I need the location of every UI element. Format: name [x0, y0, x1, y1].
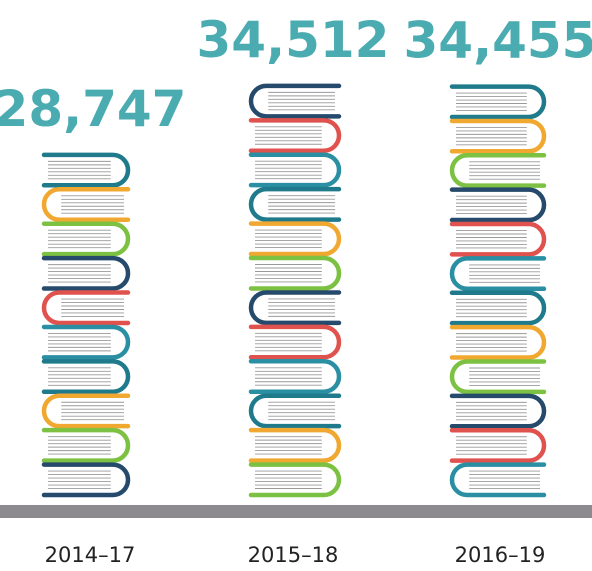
- value-label: 28,747: [0, 80, 186, 138]
- book-cover: [449, 290, 547, 326]
- book-stack: [41, 152, 131, 498]
- book: [41, 152, 131, 188]
- x-tick-label: 2015–18: [248, 543, 339, 567]
- book-cover: [248, 186, 342, 222]
- book-cover: [248, 221, 342, 257]
- book: [41, 221, 131, 257]
- book: [41, 462, 131, 498]
- book-cover: [248, 359, 342, 394]
- book-cover: [41, 290, 131, 326]
- book: [41, 187, 131, 222]
- book: [449, 324, 547, 360]
- book-cover: [449, 359, 547, 395]
- book-cover: [449, 187, 547, 223]
- book-stack: [248, 83, 342, 498]
- book: [41, 393, 131, 429]
- book: [449, 221, 547, 257]
- book: [449, 359, 547, 395]
- book-cover: [41, 427, 131, 463]
- book: [449, 187, 547, 223]
- book-cover: [449, 324, 547, 360]
- book: [248, 290, 342, 326]
- book: [248, 186, 342, 222]
- x-tick-label: 2016–19: [455, 543, 546, 567]
- book-cover: [41, 393, 131, 429]
- book: [248, 221, 342, 257]
- book-cover: [41, 462, 131, 498]
- book-cover: [41, 152, 131, 188]
- x-tick-label: 2014–17: [45, 543, 136, 567]
- book-cover: [449, 256, 547, 292]
- baseline: [0, 505, 592, 518]
- book: [248, 359, 342, 394]
- book-stack: [449, 84, 547, 498]
- book: [41, 359, 131, 395]
- book-cover: [449, 221, 547, 257]
- book-cover: [449, 84, 547, 120]
- book-cover: [41, 187, 131, 222]
- book: [248, 462, 342, 498]
- book-cover: [449, 153, 547, 188]
- book: [248, 393, 342, 429]
- book: [248, 255, 342, 291]
- book-cover: [248, 118, 342, 153]
- book-cover: [449, 462, 547, 498]
- book: [41, 255, 131, 291]
- book-cover: [248, 324, 342, 360]
- book: [248, 427, 342, 463]
- book-cover: [248, 427, 342, 463]
- book-cover: [449, 428, 547, 463]
- book-cover: [248, 462, 342, 498]
- value-label: 34,455: [404, 12, 592, 70]
- book-cover: [248, 255, 342, 291]
- book: [41, 427, 131, 463]
- book-cover: [41, 221, 131, 257]
- book: [248, 324, 342, 360]
- book-cover: [449, 393, 547, 429]
- book-cover: [41, 359, 131, 395]
- book-cover: [449, 118, 547, 154]
- book: [248, 83, 342, 119]
- book-cover: [248, 393, 342, 429]
- book-cover: [41, 324, 131, 360]
- book-cover: [248, 83, 342, 119]
- book: [41, 324, 131, 360]
- book: [449, 153, 547, 188]
- book: [449, 393, 547, 429]
- book: [248, 118, 342, 153]
- book-cover: [248, 152, 342, 188]
- book: [449, 256, 547, 292]
- book: [449, 462, 547, 498]
- book-cover: [41, 255, 131, 291]
- book: [449, 428, 547, 463]
- book: [248, 152, 342, 188]
- book: [449, 118, 547, 154]
- book: [41, 290, 131, 326]
- book-cover: [248, 290, 342, 326]
- value-label: 34,512: [197, 11, 390, 69]
- book: [449, 84, 547, 120]
- book: [449, 290, 547, 326]
